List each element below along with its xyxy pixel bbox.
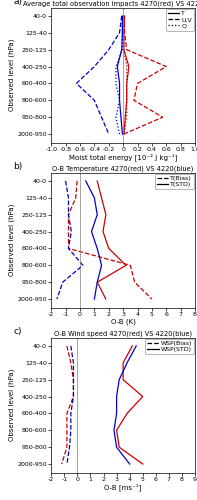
Y-axis label: Observed level (hPa): Observed level (hPa) — [8, 39, 15, 111]
Legend: T, U,V, Q: T, U,V, Q — [166, 9, 194, 30]
Title: O-B Wind speed 4270(red) VS 4220(blue): O-B Wind speed 4270(red) VS 4220(blue) — [54, 330, 192, 337]
Y-axis label: Observed level (hPa): Observed level (hPa) — [8, 204, 15, 276]
Text: c): c) — [13, 327, 22, 336]
Title: O-B Temperature 4270(red) VS 4220(blue): O-B Temperature 4270(red) VS 4220(blue) — [52, 166, 194, 172]
Title: Average total observation impacts 4270(red) VS 4220(blue): Average total observation impacts 4270(r… — [23, 0, 197, 7]
Y-axis label: Observed level (hPa): Observed level (hPa) — [8, 369, 15, 441]
Legend: T(Bias), T(STD): T(Bias), T(STD) — [155, 174, 194, 189]
Legend: WSP(Bias), WSP(STD): WSP(Bias), WSP(STD) — [145, 339, 194, 354]
X-axis label: O-B [ms⁻¹]: O-B [ms⁻¹] — [104, 483, 142, 491]
X-axis label: Moist total energy [10⁻² J kg⁻¹]: Moist total energy [10⁻² J kg⁻¹] — [69, 153, 177, 161]
Text: b): b) — [13, 162, 22, 171]
X-axis label: O-B (K): O-B (K) — [111, 318, 136, 324]
Text: a): a) — [13, 0, 22, 6]
